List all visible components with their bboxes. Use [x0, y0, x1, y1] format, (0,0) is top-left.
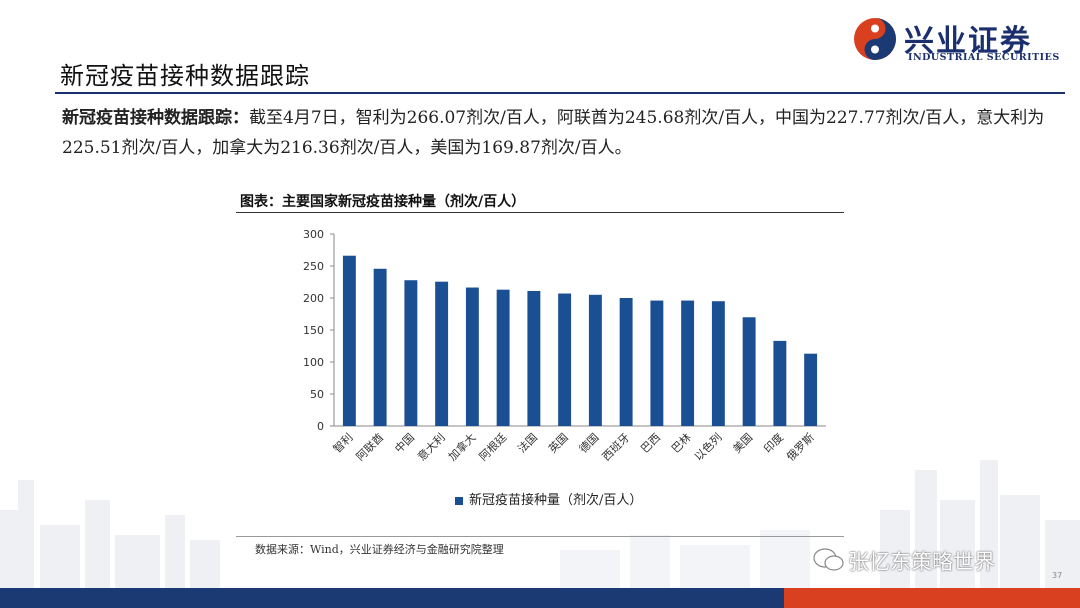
- bar: [435, 281, 449, 426]
- x-tick-label: 阿联酋: [353, 430, 386, 463]
- figure-title: 图表：主要国家新冠疫苗接种量（剂次/百人）: [240, 194, 526, 210]
- bar: [527, 290, 541, 426]
- source-divider: [236, 536, 844, 537]
- skyline-background: [0, 460, 1080, 590]
- logo-english-text: INDUSTRIAL SECURITIES: [908, 52, 1060, 63]
- legend-swatch: [455, 496, 463, 505]
- logo-chinese-text: 兴业证券: [904, 24, 1032, 59]
- x-tick-label: 中国: [392, 431, 417, 456]
- chart-legend: 新冠疫苗接种量（剂次/百人）: [455, 489, 642, 508]
- x-tick-label: 加拿大: [445, 430, 478, 463]
- legend-label: 新冠疫苗接种量（剂次/百人）: [469, 493, 643, 508]
- x-tick-label: 英国: [545, 430, 570, 455]
- y-tick-label: 300: [303, 228, 324, 241]
- bar: [342, 255, 356, 426]
- wechat-icon: [813, 548, 844, 571]
- watermark-text: 张忆东策略世界: [848, 550, 995, 574]
- x-tick-label: 智利: [330, 430, 355, 455]
- y-tick-label: 50: [310, 388, 324, 401]
- bar: [742, 317, 756, 426]
- company-logo: 兴业证券 INDUSTRIAL SECURITIES: [852, 14, 1067, 66]
- x-tick-label: 意大利: [415, 430, 448, 463]
- summary-paragraph: 新冠疫苗接种数据跟踪：截至4月7日，智利为266.07剂次/百人，阿联酋为245…: [62, 103, 1047, 163]
- y-tick-label: 200: [303, 292, 324, 305]
- x-tick-label: 印度: [761, 430, 786, 455]
- figure-title-divider: [236, 212, 844, 213]
- bar: [804, 353, 818, 426]
- y-tick-label: 250: [303, 260, 324, 273]
- x-tick-label: 以色列: [691, 430, 724, 463]
- data-source-note: 数据来源：Wind，兴业证券经济与金融研究院整理: [255, 543, 504, 556]
- x-tick-label: 俄罗斯: [784, 431, 817, 464]
- bar: [619, 298, 633, 426]
- x-tick-label: 巴林: [668, 430, 693, 455]
- x-tick-label: 美国: [730, 431, 755, 456]
- bar: [681, 300, 695, 426]
- page-number: 37: [1052, 571, 1063, 580]
- bar: [404, 280, 418, 426]
- bar: [496, 289, 510, 426]
- bar: [465, 287, 479, 426]
- x-tick-label: 西班牙: [600, 431, 633, 464]
- footer-band-red: [784, 588, 1080, 608]
- bar: [588, 294, 602, 426]
- bar: [650, 300, 664, 426]
- bar: [773, 340, 787, 426]
- bar: [711, 301, 725, 426]
- summary-body: 截至4月7日，智利为266.07剂次/百人，阿联酋为245.68剂次/百人，中国…: [62, 108, 1045, 158]
- bar: [373, 268, 387, 426]
- y-tick-label: 150: [303, 324, 324, 337]
- y-tick-label: 100: [303, 356, 324, 369]
- title-divider: [55, 92, 1065, 94]
- x-tick-label: 阿根廷: [476, 430, 509, 463]
- x-tick-label: 巴西: [638, 431, 663, 456]
- bar: [558, 293, 572, 426]
- footer-band-navy: [0, 588, 784, 608]
- logo-emblem-icon: [854, 18, 896, 60]
- x-tick-label: 法国: [515, 430, 540, 455]
- x-tick-label: 德国: [576, 430, 601, 455]
- summary-lead: 新冠疫苗接种数据跟踪：: [62, 108, 249, 128]
- y-tick-label: 0: [317, 420, 324, 433]
- page-title: 新冠疫苗接种数据跟踪: [60, 62, 310, 90]
